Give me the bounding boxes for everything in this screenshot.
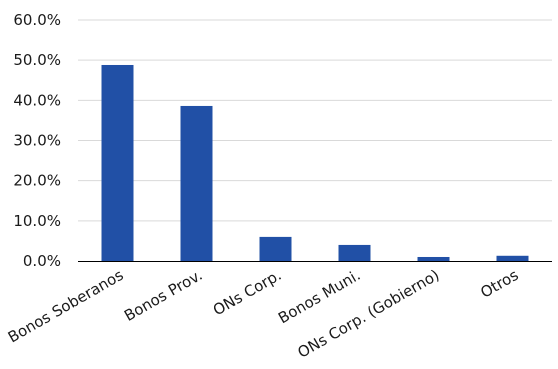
y-tick-label: 60.0% [13, 11, 61, 29]
bar [496, 255, 529, 261]
bar [259, 236, 292, 261]
x-category-label: Bonos Soberanos [5, 266, 127, 347]
y-tick-label: 0.0% [23, 252, 61, 270]
y-tick-label: 50.0% [13, 51, 61, 69]
x-category-label: ONs Corp. [210, 266, 285, 319]
bar [417, 256, 450, 261]
x-category-label: Bonos Prov. [121, 266, 205, 325]
bars [101, 64, 529, 261]
y-tick-label: 10.0% [13, 212, 61, 230]
y-tick-label: 40.0% [13, 91, 61, 109]
bar [338, 244, 371, 261]
bar [101, 64, 134, 261]
y-axis-tick-labels: 0.0% 10.0% 20.0% 30.0% 40.0% 50.0% 60.0% [13, 11, 61, 270]
x-category-label: Otros [477, 266, 521, 302]
bar [180, 105, 213, 261]
x-category-label: ONs Corp. (Gobierno) [295, 266, 443, 362]
gridlines [78, 19, 552, 222]
y-tick-label: 20.0% [13, 172, 61, 190]
y-tick-label: 30.0% [13, 132, 61, 150]
